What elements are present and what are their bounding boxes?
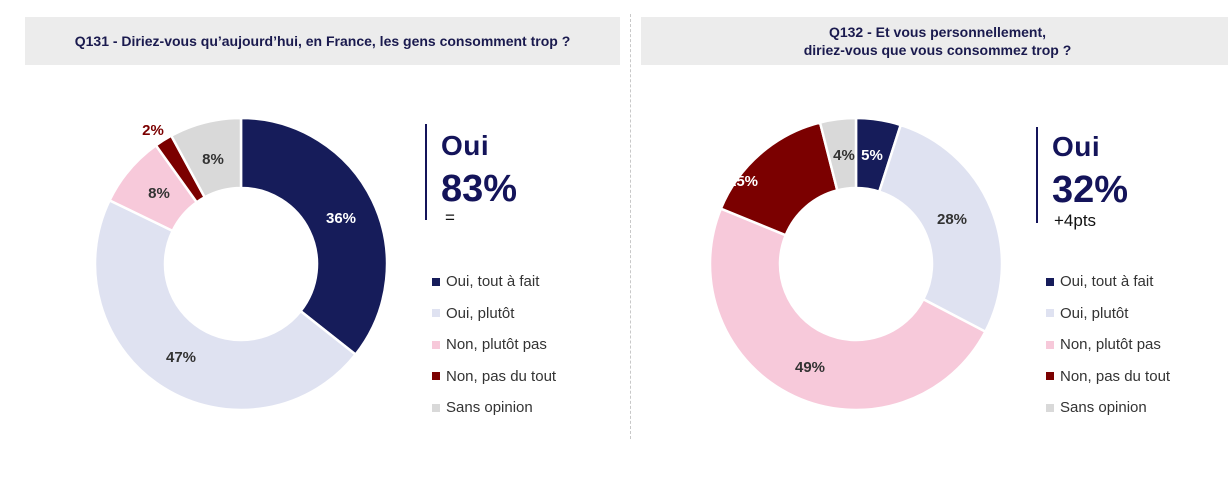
donut-chart: 5% 28% 49% 15% 4% [708,116,1004,412]
donut-slice-3 [708,207,988,412]
legend-label: Non, pas du tout [446,367,557,385]
summary-delta: +4pts [1054,211,1097,230]
chart-legend: Oui, tout à fait Oui, plutôt Non, plutôt… [432,266,556,424]
legend-label: Sans opinion [446,399,533,417]
summary-value: 83% [441,168,518,210]
slice-value-label: 8% [202,151,224,168]
legend-swatch [1046,309,1054,318]
legend-swatch [432,277,440,286]
legend-label: Oui, plutôt [446,304,515,322]
legend-item: Sans opinion [432,392,556,424]
chart-title-line-2: diriez-vous que vous consommez trop ? [803,42,1072,58]
legend-label: Non, plutôt pas [446,336,547,354]
legend-item: Non, pas du tout [432,361,556,393]
legend-swatch [1046,277,1054,286]
panel-divider [630,14,631,439]
chart-legend: Oui, tout à fait Oui, plutôt Non, plutôt… [1046,266,1170,424]
chart-title: Q132 - Et vous personnellement, diriez-v… [641,17,1228,65]
summary-label: Oui [441,130,490,161]
chart-panel-q131: Q131 - Diriez-vous qu’aujourd’hui, en Fr… [25,17,620,424]
legend-item: Oui, plutôt [1046,298,1170,330]
donut-slice-5 [169,116,243,199]
legend-item: Oui, tout à fait [1046,266,1170,298]
slice-value-label: 5% [861,147,883,164]
chart-panel-q132: Q132 - Et vous personnellement, diriez-v… [632,0,1228,478]
legend-swatch [1046,403,1054,412]
slice-value-label: 4% [833,147,855,164]
donut-chart: 36% 47% 8% 2% 8% [93,116,389,412]
slice-value-label: 47% [166,349,196,366]
legend-label: Non, pas du tout [1060,367,1171,385]
legend-item: Non, plutôt pas [432,329,556,361]
legend-swatch [432,309,440,318]
legend-item: Non, pas du tout [1046,361,1170,393]
legend-label: Sans opinion [1060,399,1147,417]
legend-label: Oui, plutôt [1060,304,1129,322]
legend-label: Oui, tout à fait [1060,273,1154,291]
legend-item: Oui, tout à fait [432,266,556,298]
slice-value-label: 36% [326,210,356,227]
chart-title-text: Q131 - Diriez-vous qu’aujourd’hui, en Fr… [74,33,571,49]
slice-value-label: 49% [795,359,825,376]
legend-label: Oui, tout à fait [446,273,540,291]
summary-delta: = [445,208,455,227]
summary-bar [1036,127,1038,223]
legend-swatch [432,403,440,412]
donut-slice-5 [818,116,858,192]
legend-item: Sans opinion [1046,392,1170,424]
legend-label: Non, plutôt pas [1060,336,1161,354]
slice-value-label: 28% [937,211,967,228]
chart-title-line-1: Q132 - Et vous personnellement, [828,24,1047,40]
summary-value: 32% [1052,169,1129,211]
legend-item: Non, plutôt pas [1046,329,1170,361]
slice-value-label: 8% [148,185,170,202]
legend-swatch [1046,372,1054,381]
donut-slice-1 [239,116,389,357]
legend-item: Oui, plutôt [432,298,556,330]
summary-label: Oui [1052,131,1101,162]
chart-title: Q131 - Diriez-vous qu’aujourd’hui, en Fr… [25,17,620,65]
legend-swatch [1046,340,1054,349]
legend-swatch [432,340,440,349]
donut-slice-2 [93,198,358,412]
legend-swatch [432,372,440,381]
donut-slice-2 [877,123,1004,334]
slice-value-label: 2% [142,122,164,139]
summary-bar [425,124,427,220]
slice-value-label: 15% [728,173,758,190]
